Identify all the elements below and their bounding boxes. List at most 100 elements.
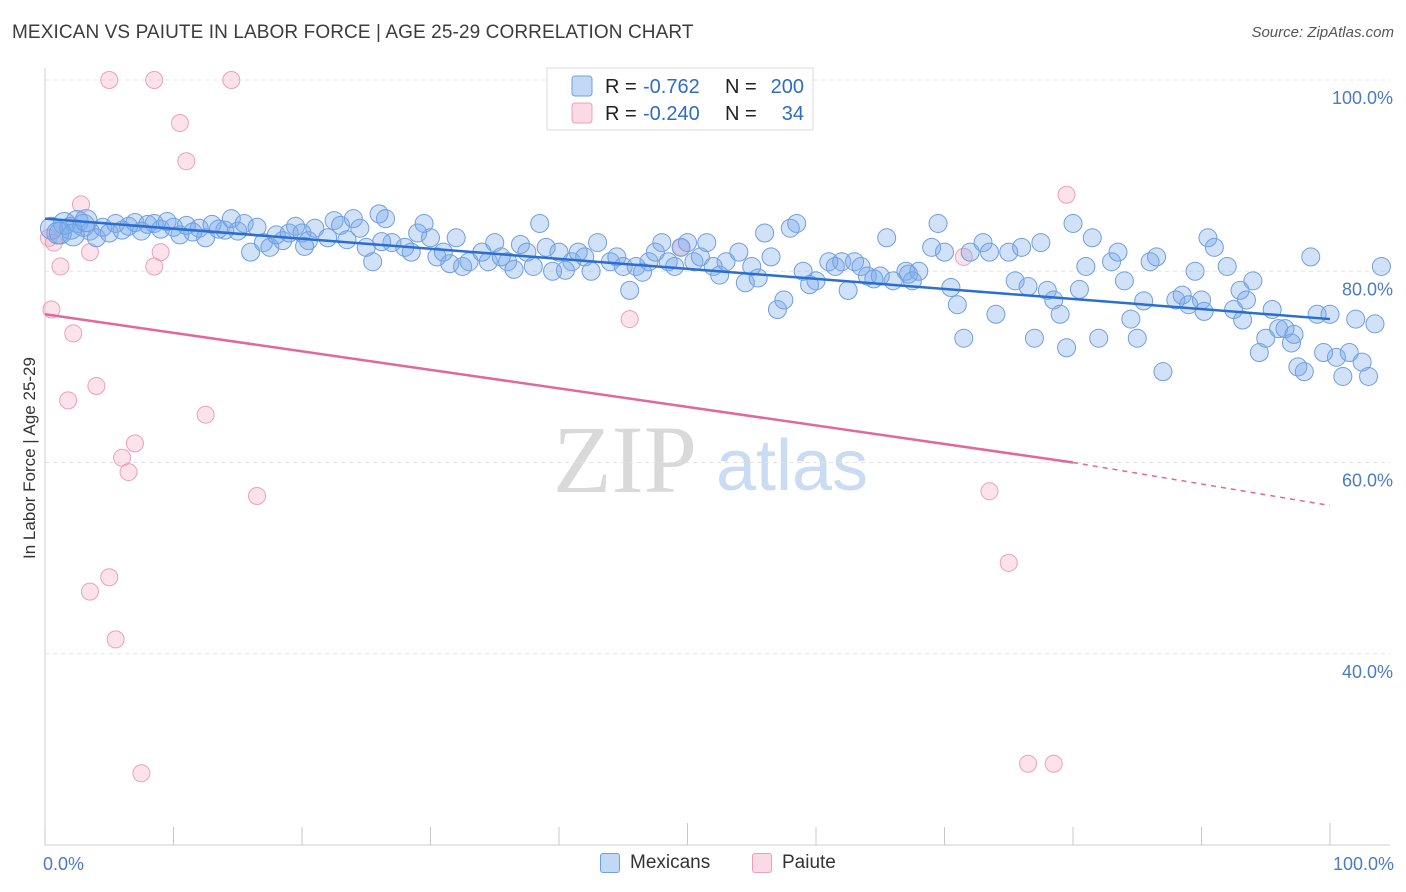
mexican-legend-swatch: [571, 75, 593, 97]
mexican-point: [645, 242, 665, 262]
paiute-point: [132, 764, 151, 783]
paiute-point: [119, 463, 138, 482]
mexican-point: [742, 256, 762, 276]
mexican-point: [48, 221, 72, 245]
mexican-point: [536, 237, 556, 257]
mexican-point: [1172, 285, 1192, 305]
mexicans-swatch: [600, 853, 620, 873]
paiute-point: [100, 568, 119, 587]
mexican-point: [633, 262, 653, 282]
mexican-point: [343, 209, 363, 229]
paiute-legend-swatch: [571, 102, 593, 124]
mexican-point: [954, 328, 974, 348]
paiute-point: [106, 630, 125, 649]
mexican-point: [838, 280, 858, 300]
paiute-point: [80, 582, 99, 601]
paiute-point: [1044, 754, 1063, 773]
paiute-point: [59, 391, 78, 410]
mexican-point: [761, 247, 781, 267]
mexican-point: [1076, 256, 1096, 276]
mexican-point: [183, 222, 203, 242]
paiute-point: [87, 377, 106, 395]
axes: [44, 68, 1390, 846]
mexican-point: [504, 259, 524, 279]
paiute-point: [145, 71, 164, 89]
mexican-point: [555, 260, 575, 280]
mexican-point: [138, 214, 158, 234]
mexican-point: [208, 219, 228, 239]
x-tick-label-max: 100.0%: [1333, 854, 1394, 874]
paiute-point: [51, 257, 70, 276]
mexican-point: [1326, 347, 1346, 367]
mexican-point: [498, 252, 518, 272]
mexican-point: [864, 269, 884, 289]
mexican-point: [1024, 328, 1044, 348]
mexican-point: [1057, 338, 1077, 358]
paiute-swatch: [752, 853, 772, 873]
mexican-point: [1012, 237, 1032, 257]
paiute-point: [196, 405, 215, 424]
mexican-point: [729, 242, 749, 262]
mexican-point: [1236, 290, 1256, 310]
paiute-trend-extension: [1072, 461, 1331, 507]
mexican-point: [800, 275, 820, 295]
mexican-point: [973, 233, 993, 253]
mexican-point: [350, 218, 370, 238]
paiute-trend-line: [44, 313, 1074, 464]
mexican-point: [1198, 228, 1218, 248]
mexican-point: [1031, 233, 1051, 253]
paiute-point: [222, 71, 241, 89]
mexican-point: [767, 300, 787, 319]
mexican-point: [241, 242, 261, 262]
mexican-trend-line: [44, 217, 1331, 321]
mexican-point: [607, 247, 627, 267]
mexican-point: [1249, 343, 1269, 363]
mexican-point: [1185, 261, 1205, 281]
mexican-point: [941, 278, 961, 298]
mexican-point: [1230, 280, 1250, 300]
y-tick-label-100: 100.0%: [1332, 88, 1393, 108]
paiute-r-label: R =: [605, 103, 637, 125]
mexican-point: [1346, 309, 1366, 329]
mexican-point: [1284, 324, 1304, 344]
mexican-point: [922, 237, 942, 257]
mexican-point: [446, 228, 466, 248]
mexican-point: [1082, 228, 1102, 248]
mexican-point: [86, 228, 106, 248]
paiute-n-value: 34: [782, 103, 804, 125]
mexican-r-label: R =: [605, 76, 637, 98]
mexican-r-value: -0.762: [643, 76, 700, 98]
mexican-point: [1371, 256, 1391, 276]
watermark-zip: ZIP: [553, 406, 697, 513]
mexican-point: [228, 221, 248, 241]
mexican-point: [1063, 213, 1083, 233]
mexican-point: [1194, 301, 1214, 321]
mexican-point: [960, 242, 980, 262]
mexican-point: [935, 242, 954, 262]
mexican-point: [588, 233, 608, 253]
mexican-points: [39, 204, 1391, 386]
mexican-point: [652, 233, 672, 253]
paiute-point: [177, 152, 196, 171]
mexican-point: [1256, 328, 1276, 348]
paiute-point: [1057, 185, 1076, 204]
mexican-point: [523, 256, 543, 276]
paiute-point: [125, 434, 144, 453]
mexican-point: [157, 212, 177, 232]
mexican-point: [421, 228, 440, 248]
mexican-point: [372, 232, 392, 252]
mexican-point: [620, 280, 640, 300]
mexican-point: [1153, 362, 1173, 382]
mexican-point: [710, 265, 730, 285]
trend-lines: [44, 217, 1331, 507]
paiute-point: [1019, 754, 1038, 773]
paiute-point: [151, 243, 170, 262]
paiute-points: [39, 71, 1076, 783]
y-tick-label-60: 60.0%: [1342, 471, 1393, 491]
x-tick-label-min: 0.0%: [43, 854, 84, 874]
mexican-point: [1365, 314, 1385, 334]
mexican-point: [1044, 290, 1064, 310]
mexican-point: [1301, 247, 1321, 267]
mexican-point: [697, 233, 717, 253]
mexican-point: [748, 268, 768, 288]
